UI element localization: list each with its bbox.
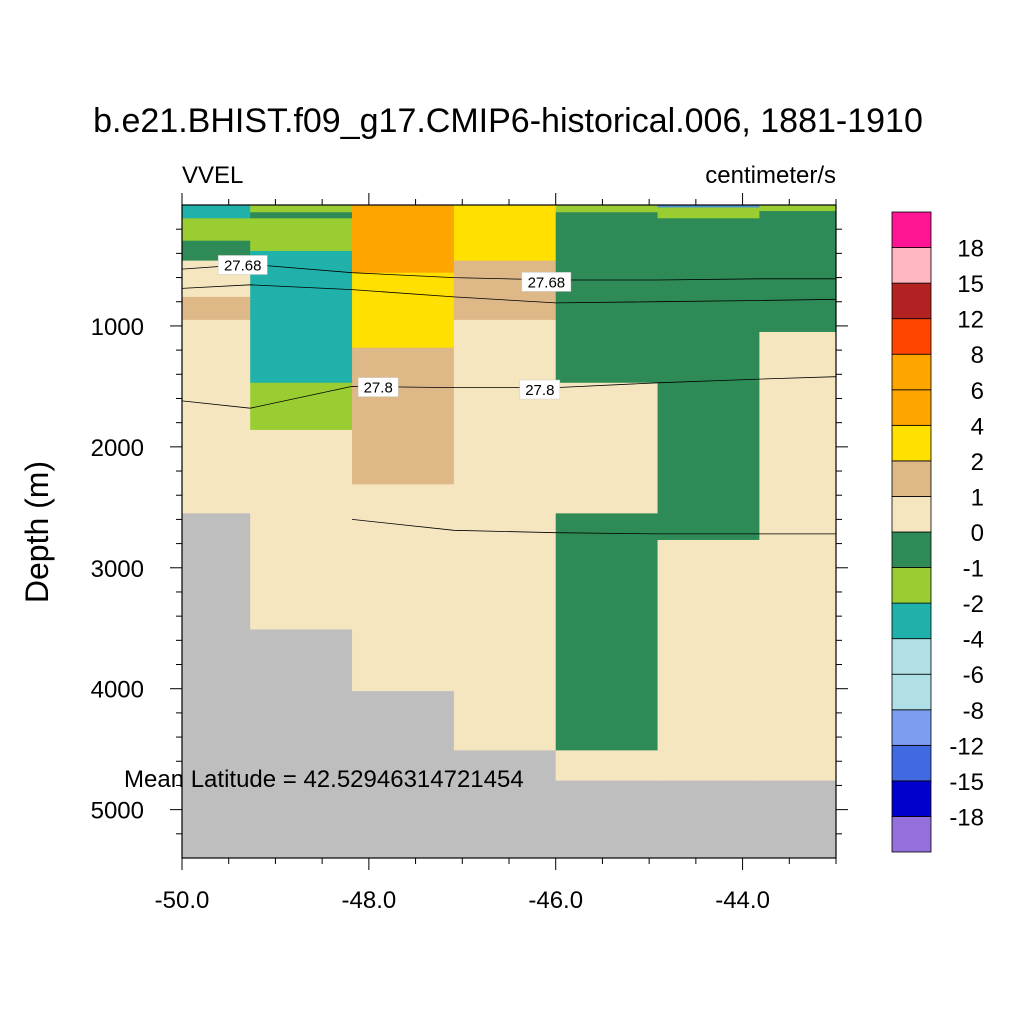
chart-title: b.e21.BHIST.f09_g17.CMIP6-historical.006… xyxy=(93,102,923,140)
contour-label-box-3 xyxy=(519,379,561,400)
contour-label-2: 27.8 xyxy=(364,380,393,397)
contour-label-box-2 xyxy=(357,377,399,397)
contour-label-box-0 xyxy=(217,255,268,275)
colorbar-box-0 xyxy=(891,816,932,853)
cell-c2-r3 xyxy=(352,484,455,692)
colorbar-label: 12 xyxy=(957,307,984,334)
colorbar-box-2 xyxy=(891,744,932,782)
colorbar-label: 18 xyxy=(957,236,984,263)
contour-label-3: 27.8 xyxy=(525,382,554,399)
colorbar-label: -2 xyxy=(963,591,984,618)
x-tick-label: -50.0 xyxy=(155,887,210,914)
cell-c6-r3 xyxy=(759,780,837,859)
colorbar-label: -18 xyxy=(949,804,984,831)
x-tick-label: -44.0 xyxy=(715,887,770,914)
colorbar-label: 4 xyxy=(971,413,984,440)
colorbar-box-17 xyxy=(891,211,932,248)
colorbar-label: -15 xyxy=(949,769,984,796)
colorbar-label: -8 xyxy=(963,698,984,725)
y-tick-label: 1000 xyxy=(91,314,144,341)
x-tick-label: -46.0 xyxy=(528,887,583,914)
cell-c4-r0 xyxy=(555,205,659,213)
cell-c1-r2 xyxy=(250,218,353,252)
colorbar-label: 2 xyxy=(971,449,984,476)
cell-c3-r3 xyxy=(453,750,557,859)
colorbar-box-1 xyxy=(891,780,932,817)
colorbar-box-13 xyxy=(891,353,932,391)
colorbar-box-9 xyxy=(891,496,932,533)
colorbar-label: 0 xyxy=(971,520,984,547)
cell-c4-r4 xyxy=(555,750,659,782)
cell-c4-r3 xyxy=(555,513,659,751)
cell-c2-r4 xyxy=(352,691,455,859)
colorbar-label: 1 xyxy=(971,484,984,511)
left-string: VVEL xyxy=(182,162,243,189)
cell-c3-r0 xyxy=(453,205,557,262)
colorbar-label: 6 xyxy=(971,378,984,405)
colorbar-box-14 xyxy=(891,318,932,355)
colorbar-label: 15 xyxy=(957,271,984,298)
cell-c1-r0 xyxy=(250,205,353,213)
y-tick-label: 4000 xyxy=(91,677,144,704)
cell-c1-r1 xyxy=(250,212,353,219)
colorbar-box-11 xyxy=(891,424,932,462)
cell-c1-r5 xyxy=(250,429,353,630)
colorbar-box-15 xyxy=(891,282,932,320)
colorbar-label: -4 xyxy=(963,627,984,654)
contour-line-2 xyxy=(181,376,837,409)
y-tick-label: 3000 xyxy=(91,556,144,583)
colorbar-label: -1 xyxy=(963,556,984,583)
contour-line-4 xyxy=(351,519,836,535)
colorbar-label: -12 xyxy=(949,733,984,760)
cell-c0-r5 xyxy=(182,319,251,514)
colorbar-label: -6 xyxy=(963,662,984,689)
cell-c1-r6 xyxy=(250,629,353,859)
colorbar-box-10 xyxy=(891,460,932,497)
contour-line-1 xyxy=(181,284,837,304)
colorbar-box-8 xyxy=(891,531,932,568)
colorbar-box-12 xyxy=(891,389,932,426)
cell-c0-r1 xyxy=(182,218,251,242)
contour-labels: 27.68 27.68 27.8 27.8 xyxy=(217,255,572,400)
cell-c6-r0 xyxy=(759,205,837,212)
cell-c5-r4 xyxy=(657,780,760,859)
colorbar-box-4 xyxy=(891,673,932,711)
cell-c2-r2 xyxy=(352,347,455,485)
cell-c4-r2 xyxy=(555,382,659,514)
right-string: centimeter/s xyxy=(705,162,836,189)
cell-c6-r1 xyxy=(759,211,837,333)
colorbar-box-7 xyxy=(891,567,932,604)
y-tick-label: 5000 xyxy=(91,798,144,825)
cell-c2-r0 xyxy=(352,205,455,274)
cell-c1-r4 xyxy=(250,382,353,431)
cell-c4-r1 xyxy=(555,212,659,384)
cell-c4-r5 xyxy=(555,780,659,859)
cell-c5-r1 xyxy=(657,207,760,219)
contour-label-box-1 xyxy=(521,272,572,292)
contour-label-0: 27.68 xyxy=(224,257,262,274)
cell-c0-r4 xyxy=(182,296,251,321)
colorbar-label: 8 xyxy=(971,342,984,369)
cell-c0-r6 xyxy=(182,513,251,859)
colorbar-box-5 xyxy=(891,638,932,675)
plot-cells xyxy=(182,205,837,859)
y-tick-label: 2000 xyxy=(91,435,144,462)
cell-c2-r1 xyxy=(352,272,455,349)
cell-c6-r2 xyxy=(759,331,837,782)
x-tick-label: -48.0 xyxy=(342,887,397,914)
y-axis-label: Depth (m) xyxy=(19,461,55,603)
cell-c5-r0 xyxy=(657,205,760,208)
cell-c0-r0 xyxy=(182,205,251,219)
axis-ticks: -50.0 -48.0 -46.0 -44.0 1000 2000 3000 4000 5000 xyxy=(91,193,848,914)
cell-c5-r3 xyxy=(657,539,760,782)
mean-latitude-note: Mean Latitude = 42.52946314721454 xyxy=(124,766,524,793)
colorbar-box-16 xyxy=(891,247,932,284)
colorbar-box-3 xyxy=(891,709,932,746)
contour-label-1: 27.68 xyxy=(528,274,566,291)
colorbar-box-6 xyxy=(891,602,932,640)
